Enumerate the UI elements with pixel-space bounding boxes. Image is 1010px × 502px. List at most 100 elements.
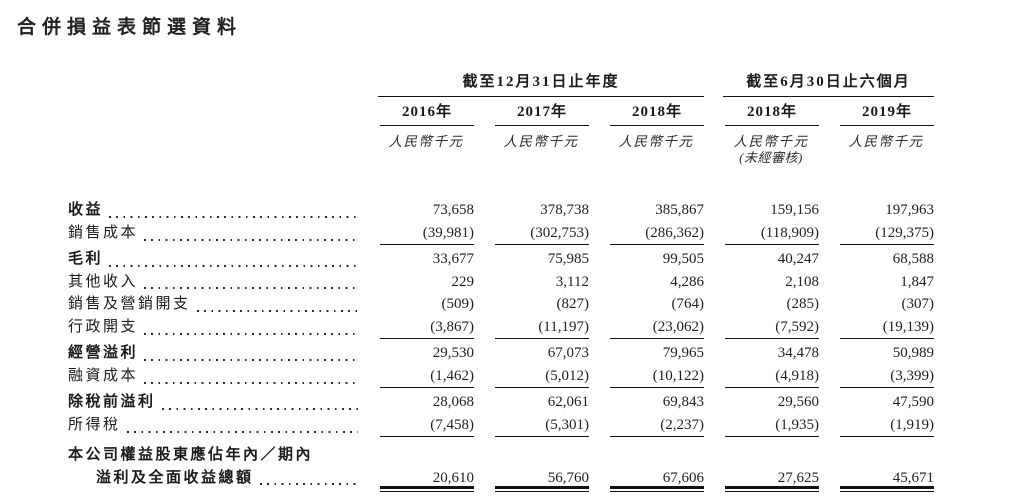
value-cell: (23,062) xyxy=(589,316,704,339)
table-row: 收益 73,658 378,738 385,867 159,156 197,963 xyxy=(68,199,934,222)
row-label-cell: 毛利 xyxy=(68,248,378,271)
value: 56,760 xyxy=(495,467,589,492)
value-cell: 79,965 xyxy=(589,342,704,365)
year-col-2017: 2017年 xyxy=(474,104,589,126)
row-label: 行政開支 xyxy=(68,318,139,335)
value-cell: 50,989 xyxy=(819,342,934,365)
value-cell: (2,237) xyxy=(589,414,704,437)
dotted-leader xyxy=(144,358,358,361)
value-cell: 67,073 xyxy=(474,342,589,365)
year-col-2019-interim: 2019年 xyxy=(819,104,934,126)
value-cell: 229 xyxy=(378,271,475,294)
value-cell: 45,671 xyxy=(819,444,934,492)
value: (19,139) xyxy=(840,316,934,339)
unit-cell: 人民幣千元 xyxy=(618,134,694,149)
header-body-spacer xyxy=(68,167,934,199)
value: (129,375) xyxy=(840,222,934,245)
value-cell: 99,505 xyxy=(589,248,704,271)
year-col-2018: 2018年 xyxy=(589,104,704,126)
value-cell: 159,156 xyxy=(704,199,819,222)
column-group-year-ended: 截至12月31日止年度 xyxy=(378,70,704,97)
empty-cell xyxy=(68,104,378,126)
value-cell: 2,108 xyxy=(704,271,819,294)
table-row: 本公司權益股東應佔年內／期內 溢利及全面收益總額 20,610 56,760 67,60… xyxy=(68,444,934,492)
empty-cell xyxy=(68,70,378,97)
row-label: 收益 xyxy=(68,202,104,218)
value: (285) xyxy=(786,296,820,312)
row-label-cell: 本公司權益股東應佔年內／期內 溢利及全面收益總額 xyxy=(68,444,378,489)
row-label: 除稅前溢利 xyxy=(68,394,156,410)
value: 45,671 xyxy=(840,467,934,492)
value-cell: 3,112 xyxy=(474,271,589,294)
value: (4,918) xyxy=(725,365,819,388)
value: (23,062) xyxy=(610,316,704,339)
value: (307) xyxy=(901,296,935,312)
value-cell: (4,918) xyxy=(704,365,819,388)
row-label-cell: 銷售及營銷開支 xyxy=(68,293,378,316)
row-label-cell: 行政開支 xyxy=(68,316,378,340)
value-cell: 28,068 xyxy=(378,391,474,414)
row-label-cell: 銷售成本 xyxy=(68,222,378,246)
table-row: 毛利 33,677 75,985 99,505 40,247 68,588 xyxy=(68,248,934,271)
value: 29,560 xyxy=(777,394,819,410)
unit-header-row: 人民幣千元 人民幣千元 人民幣千元 人民幣千元 人民幣千元 xyxy=(68,134,934,151)
value-cell: (1,919) xyxy=(819,414,934,437)
page-title: 合併損益表節選資料 xyxy=(17,17,243,38)
value: (2,237) xyxy=(610,414,704,437)
dotted-leader xyxy=(109,264,358,267)
value-cell: (7,458) xyxy=(378,414,474,437)
value: 34,478 xyxy=(777,345,819,361)
row-label: 銷售成本 xyxy=(68,224,139,241)
value-cell: (39,981) xyxy=(378,222,474,245)
value-cell: 68,588 xyxy=(819,248,934,271)
row-label: 銷售及營銷開支 xyxy=(68,296,191,312)
row-label: 毛利 xyxy=(68,251,104,267)
value: (11,197) xyxy=(495,316,589,339)
value: (7,592) xyxy=(725,316,819,339)
value: 378,738 xyxy=(540,202,589,218)
value-cell: 378,738 xyxy=(474,199,589,222)
table-row: 銷售成本 (39,981) (302,753) (286,362) (118,909) (… xyxy=(68,222,934,245)
row-label-cell: 所得稅 xyxy=(68,414,378,438)
value: (39,981) xyxy=(380,222,474,245)
value: 99,505 xyxy=(662,251,704,267)
empty-cell xyxy=(68,134,378,151)
dotted-leader xyxy=(109,215,358,218)
unit-cell: 人民幣千元 xyxy=(733,134,809,149)
row-label: 所得稅 xyxy=(68,416,121,433)
row-label-cell: 收益 xyxy=(68,199,378,222)
value: 20,610 xyxy=(380,467,474,492)
dotted-leader xyxy=(259,483,358,485)
value-cell: 62,061 xyxy=(474,391,589,414)
value-cell: (509) xyxy=(378,293,475,316)
row-label-line1: 本公司權益股東應佔年內／期內 xyxy=(68,447,314,463)
value: 68,588 xyxy=(892,251,934,267)
income-statement-table: 截至12月31日止年度 截至6月30日止六個月 2016年 2017年 2018… xyxy=(68,70,935,492)
value: 69,843 xyxy=(662,394,704,410)
value: 2,108 xyxy=(785,273,819,290)
value-cell: (7,592) xyxy=(704,316,819,339)
value: 73,658 xyxy=(432,202,474,218)
value-cell: 29,530 xyxy=(378,342,474,365)
value-cell: (19,139) xyxy=(819,316,934,339)
value-cell: 27,625 xyxy=(704,444,819,492)
column-group-six-months: 截至6月30日止六個月 xyxy=(723,70,934,97)
value-cell: 1,847 xyxy=(819,271,934,294)
value: 197,963 xyxy=(885,202,934,218)
dotted-leader xyxy=(196,309,358,312)
value-cell: (1,462) xyxy=(378,365,474,388)
value: 40,247 xyxy=(777,251,819,267)
value-cell: 33,677 xyxy=(378,248,474,271)
value: 33,677 xyxy=(432,251,474,267)
value-cell: (3,399) xyxy=(819,365,934,388)
value-cell: (10,122) xyxy=(589,365,704,388)
value-cell: 4,286 xyxy=(589,271,704,294)
table-row: 其他收入 229 3,112 4,286 2,108 1,847 xyxy=(68,271,934,294)
value: 62,061 xyxy=(547,394,589,410)
dotted-leader xyxy=(144,382,358,384)
unit-cell: 人民幣千元 xyxy=(848,134,924,149)
row-label-cell: 其他收入 xyxy=(68,271,378,294)
unaudited-note: (未經審核) xyxy=(739,150,803,165)
table-row: 除稅前溢利 28,068 62,061 69,843 29,560 47,590 xyxy=(68,391,934,414)
value-cell: (302,753) xyxy=(474,222,589,245)
